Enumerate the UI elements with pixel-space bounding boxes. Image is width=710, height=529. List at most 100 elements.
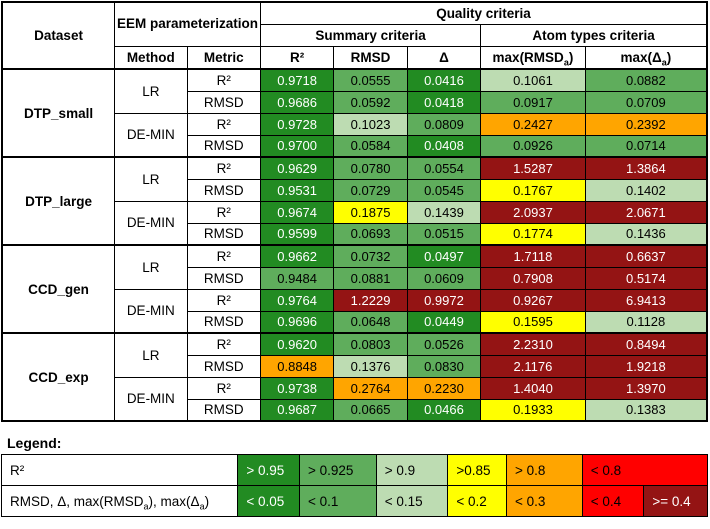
method-cell: DE-MIN: [114, 112, 188, 158]
method-cell: DE-MIN: [114, 376, 188, 422]
value-cell: 0.9531: [259, 178, 335, 202]
value-cell: 0.0803: [333, 332, 408, 356]
table-row: RMSD 0.9599 0.0693 0.0515 0.1774 0.1436: [2, 222, 708, 246]
col-header-atom-types-criteria: Atom types criteria: [480, 24, 708, 47]
col-header-delta: Δ: [406, 46, 482, 70]
legend-metrics-label: RMSD, Δ, max(RMSDa), max(Δa): [0, 485, 239, 517]
value-cell: 0.2764: [333, 376, 408, 400]
table-row: RMSD 0.9531 0.0729 0.0545 0.1767 0.1402: [2, 178, 708, 202]
legend-cell: >0.85: [447, 454, 507, 486]
metric-cell: R²: [186, 68, 261, 92]
value-cell: 1.7118: [480, 244, 586, 268]
value-cell: 0.0830: [406, 354, 482, 378]
metric-cell: RMSD: [186, 222, 261, 246]
value-cell: 0.0555: [333, 68, 408, 92]
table-row: DE-MIN R² 0.9764 1.2229 0.9972 0.9267 6.9413: [2, 288, 708, 334]
value-cell: 0.0526: [406, 332, 482, 356]
value-cell: 0.9764: [259, 288, 335, 312]
method-cell: DE-MIN: [114, 200, 188, 246]
max-rmsda-text: max(RMSD: [492, 50, 564, 65]
value-cell: 0.0780: [333, 156, 408, 180]
value-cell: 0.0732: [333, 244, 408, 268]
value-cell: 0.9662: [259, 244, 335, 268]
max-deltaa-subscript: a: [661, 57, 667, 68]
method-cell: LR: [114, 332, 188, 378]
metric-cell: RMSD: [186, 134, 261, 158]
method-cell: LR: [114, 244, 188, 290]
metric-cell: R²: [186, 376, 261, 400]
legend-cell: < 0.15: [375, 485, 449, 517]
metric-cell: RMSD: [186, 398, 261, 422]
value-cell: 0.9687: [259, 398, 335, 422]
value-cell: 0.9728: [259, 112, 335, 136]
value-cell: 0.9267: [480, 288, 586, 312]
value-cell: 1.3864: [584, 156, 708, 180]
metric-cell: R²: [186, 156, 261, 180]
value-cell: 0.1402: [584, 178, 708, 202]
col-header-method: Method: [114, 46, 188, 70]
value-cell: 6.9413: [584, 288, 708, 312]
col-header-metric: Metric: [186, 46, 261, 70]
value-cell: 0.9972: [406, 288, 482, 312]
value-cell: 0.0709: [584, 90, 708, 114]
value-cell: 0.9484: [259, 266, 335, 290]
value-cell: 1.9218: [584, 354, 708, 378]
value-cell: 0.0554: [406, 156, 482, 180]
value-cell: 0.1128: [584, 310, 708, 334]
value-cell: 0.9674: [259, 200, 335, 224]
max-rmsda-subscript: a: [563, 57, 569, 68]
legend-metrics-row: RMSD, Δ, max(RMSDa), max(Δa) < 0.05 < 0.1…: [0, 485, 708, 517]
value-cell: 2.1176: [480, 354, 586, 378]
value-cell: 0.9696: [259, 310, 335, 334]
legend-cell: < 0.3: [505, 485, 583, 517]
legend-cell: > 0.95: [237, 454, 300, 486]
table-row: DTP_large LR R² 0.9629 0.0780 0.0554 1.5287 1.3…: [1, 156, 708, 246]
metric-cell: R²: [186, 288, 261, 312]
value-cell: 0.9686: [259, 90, 335, 114]
value-cell: 0.0592: [333, 90, 408, 114]
table-row: CCD_exp LR R² 0.9620 0.0803 0.0526 2.2310 0.849…: [1, 332, 708, 422]
metric-cell: R²: [186, 332, 261, 356]
value-cell: 0.9718: [259, 68, 335, 92]
col-header-quality-criteria: Quality criteria: [259, 1, 708, 25]
value-cell: 0.1061: [480, 68, 586, 92]
value-cell: 0.0497: [406, 244, 482, 268]
metric-cell: RMSD: [186, 90, 261, 114]
col-header-max-rmsda: max(RMSDa): [480, 46, 586, 70]
metric-cell: R²: [186, 200, 261, 224]
metric-cell: RMSD: [186, 354, 261, 378]
col-header-max-deltaa: max(Δa): [584, 46, 708, 70]
metric-cell: R²: [186, 244, 261, 268]
legend-cell: < 0.2: [447, 485, 507, 517]
legend-r2-label: R²: [0, 454, 239, 486]
value-cell: 0.0545: [406, 178, 482, 202]
value-cell: 0.8494: [584, 332, 708, 356]
table-row: CCD_gen LR R² 0.9662 0.0732 0.0497 1.7118 0.663…: [1, 244, 708, 334]
legend-metrics-subscript-2: a: [199, 501, 205, 512]
value-cell: 0.0584: [333, 134, 408, 158]
table-row: RMSD 0.8848 0.1376 0.0830 2.1176 1.9218: [2, 354, 708, 378]
value-cell: 0.0881: [333, 266, 408, 290]
value-cell: 0.1933: [480, 398, 586, 422]
value-cell: 0.0466: [406, 398, 482, 422]
metric-cell: RMSD: [186, 310, 261, 334]
metric-cell: RMSD: [186, 266, 261, 290]
value-cell: 1.2229: [333, 288, 408, 312]
dataset-cell: CCD_gen: [1, 244, 116, 334]
value-cell: 0.0515: [406, 222, 482, 246]
results-tbody: DTP_small LR R² 0.9718 0.0555 0.0416 0.1061 0.0…: [1, 68, 708, 422]
value-cell: 0.9629: [259, 156, 335, 180]
dataset-cell: CCD_exp: [1, 332, 116, 422]
value-cell: 0.2230: [406, 376, 482, 400]
method-cell: DE-MIN: [114, 288, 188, 334]
dataset-cell: DTP_small: [1, 68, 116, 158]
legend-cell: > 0.8: [505, 454, 583, 486]
max-rmsda-close: ): [568, 50, 574, 65]
legend-title: Legend:: [7, 435, 62, 451]
legend-metrics-text-2: ), max(Δ: [148, 493, 200, 509]
table-header: Dataset EEM parameterization Quality cri…: [1, 1, 708, 70]
value-cell: 2.0671: [584, 200, 708, 224]
value-cell: 0.0693: [333, 222, 408, 246]
value-cell: 0.0882: [584, 68, 708, 92]
value-cell: 0.1383: [584, 398, 708, 422]
